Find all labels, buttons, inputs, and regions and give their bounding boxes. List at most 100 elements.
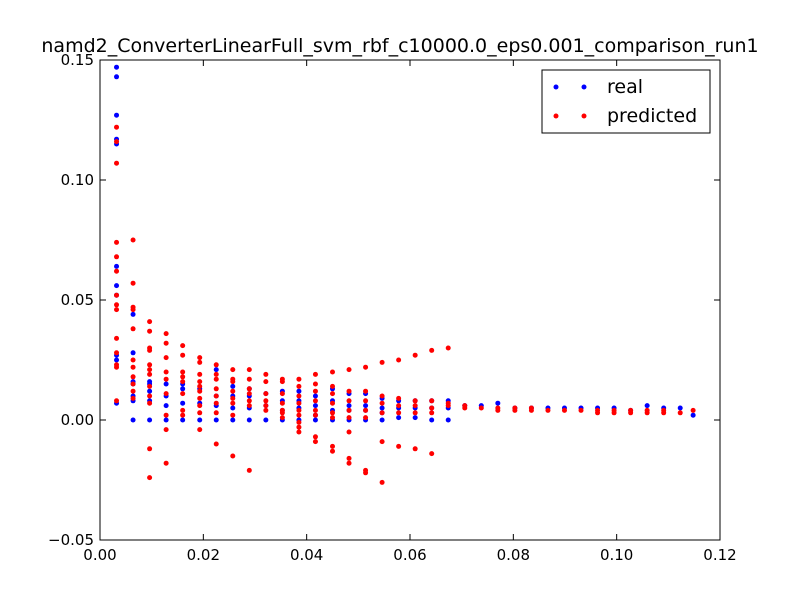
point-predicted-105: [296, 412, 302, 418]
point-predicted-26: [147, 328, 153, 334]
point-predicted-43: [163, 412, 169, 418]
point-predicted-9: [114, 335, 120, 341]
y-tick-label: 0.15: [61, 51, 94, 69]
point-predicted-144: [379, 439, 385, 445]
point-real-0: [114, 64, 120, 70]
point-predicted-121: [330, 410, 335, 416]
point-predicted-14: [130, 237, 136, 243]
point-predicted-84: [246, 398, 252, 404]
point-predicted-186: [677, 410, 683, 416]
point-real-66: [346, 403, 352, 409]
point-predicted-34: [147, 400, 153, 406]
point-predicted-37: [163, 331, 169, 337]
point-predicted-158: [429, 405, 435, 411]
point-predicted-126: [346, 388, 352, 394]
point-real-45: [246, 417, 252, 423]
point-real-33: [197, 417, 203, 423]
point-real-82: [412, 415, 418, 421]
point-predicted-32: [147, 383, 153, 389]
point-predicted-163: [445, 403, 451, 409]
point-real-48: [263, 417, 269, 423]
point-predicted-122: [330, 415, 335, 421]
point-predicted-130: [346, 429, 352, 435]
point-real-17: [130, 417, 136, 423]
point-predicted-51: [180, 391, 186, 397]
x-tick-label: 0.04: [290, 546, 323, 564]
point-real-58: [312, 403, 318, 409]
point-predicted-1: [114, 139, 120, 145]
point-real-88: [445, 417, 451, 423]
legend-marker-predicted: [553, 113, 559, 119]
point-predicted-50: [180, 379, 186, 385]
point-predicted-30: [147, 367, 153, 373]
point-predicted-177: [595, 407, 601, 413]
point-real-85: [429, 417, 435, 423]
point-predicted-2: [114, 160, 120, 166]
point-predicted-13: [114, 398, 120, 404]
point-real-20: [147, 388, 153, 394]
point-real-57: [312, 393, 318, 399]
point-predicted-54: [197, 355, 203, 361]
point-real-40: [230, 405, 236, 411]
point-predicted-12: [114, 364, 120, 370]
point-predicted-150: [396, 443, 402, 449]
point-predicted-147: [396, 395, 402, 401]
point-predicted-87: [263, 371, 269, 377]
point-predicted-124: [330, 448, 335, 454]
point-predicted-98: [279, 410, 285, 416]
point-real-34: [213, 367, 219, 373]
point-predicted-10: [114, 350, 120, 356]
point-predicted-49: [180, 374, 186, 380]
point-predicted-187: [690, 407, 696, 413]
x-tick-label: 0.12: [703, 546, 736, 564]
point-predicted-159: [429, 410, 435, 416]
point-predicted-108: [296, 429, 302, 435]
point-predicted-170: [512, 407, 518, 413]
point-predicted-64: [213, 362, 219, 368]
point-real-70: [363, 403, 369, 409]
point-predicted-25: [147, 319, 153, 325]
point-predicted-160: [429, 451, 435, 457]
point-real-41: [230, 417, 236, 423]
point-predicted-132: [346, 460, 352, 466]
point-real-74: [379, 405, 385, 411]
point-predicted-143: [379, 410, 385, 416]
point-predicted-157: [429, 398, 435, 404]
point-predicted-107: [296, 424, 302, 430]
y-tick-label: −0.05: [48, 531, 94, 549]
point-predicted-66: [213, 376, 219, 382]
point-predicted-88: [263, 379, 269, 385]
point-real-30: [180, 417, 186, 423]
point-real-1: [114, 74, 120, 80]
point-real-38: [230, 383, 236, 389]
point-predicted-129: [346, 415, 352, 421]
point-predicted-151: [412, 352, 418, 358]
point-predicted-110: [312, 381, 318, 387]
point-predicted-185: [661, 410, 667, 416]
point-predicted-137: [363, 415, 369, 421]
point-predicted-60: [197, 395, 203, 401]
point-real-103: [690, 412, 696, 418]
point-predicted-183: [644, 410, 650, 416]
point-predicted-53: [180, 412, 186, 418]
point-real-25: [163, 403, 169, 409]
point-predicted-119: [330, 391, 335, 397]
point-predicted-174: [561, 407, 567, 413]
point-predicted-83: [246, 391, 252, 397]
point-predicted-128: [346, 407, 352, 413]
point-predicted-104: [296, 407, 302, 413]
x-tick-label: 0.10: [600, 546, 633, 564]
x-tick-label: 0.08: [497, 546, 530, 564]
point-real-12: [130, 350, 136, 356]
point-predicted-99: [279, 415, 285, 421]
point-predicted-145: [379, 479, 385, 485]
point-predicted-61: [197, 403, 203, 409]
point-predicted-52: [180, 407, 186, 413]
point-predicted-0: [114, 124, 120, 130]
point-predicted-35: [147, 446, 153, 452]
point-predicted-116: [312, 439, 318, 445]
point-predicted-59: [197, 388, 203, 394]
point-predicted-72: [230, 367, 236, 373]
point-predicted-125: [346, 367, 352, 373]
point-predicted-82: [246, 386, 252, 392]
